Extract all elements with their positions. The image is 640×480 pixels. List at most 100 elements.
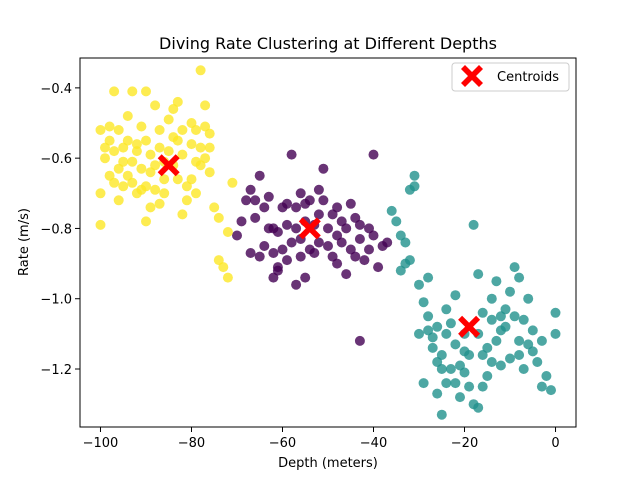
cluster-2-point <box>204 128 215 139</box>
cluster-0-point <box>323 223 333 234</box>
cluster-0-point <box>332 202 343 213</box>
cluster-2-point <box>159 174 170 185</box>
x-tick-label: −80 <box>178 436 205 451</box>
cluster-1-point <box>477 350 488 360</box>
cluster-1-point <box>418 297 429 308</box>
cluster-1-point <box>491 276 502 287</box>
cluster-2-point <box>227 177 238 188</box>
cluster-2-point <box>136 163 147 174</box>
cluster-0-point <box>345 244 356 255</box>
cluster-2-point <box>145 202 156 213</box>
cluster-1-point <box>486 357 497 367</box>
cluster-0-point <box>241 195 252 206</box>
cluster-0-point <box>364 223 374 234</box>
cluster-2-point <box>113 195 124 206</box>
cluster-1-point <box>427 332 438 343</box>
cluster-0-point <box>350 251 361 262</box>
cluster-2-point <box>136 121 147 132</box>
cluster-2-point <box>200 121 211 132</box>
cluster-0-point <box>295 188 306 199</box>
cluster-1-point <box>464 350 475 360</box>
cluster-2-point <box>159 188 170 199</box>
cluster-1-point <box>536 381 547 392</box>
centroid-marker <box>157 154 180 177</box>
cluster-1-point <box>409 170 420 181</box>
cluster-2-point <box>118 156 129 167</box>
cluster-1-point <box>445 364 456 374</box>
cluster-2-point <box>154 142 165 153</box>
cluster-2-point <box>195 65 206 76</box>
cluster-0-point <box>373 262 384 273</box>
cluster-1-point <box>432 321 443 332</box>
legend: Centroids <box>451 62 570 92</box>
cluster-2-point <box>209 202 220 213</box>
cluster-0-point <box>313 237 324 248</box>
cluster-2-point <box>195 160 206 171</box>
cluster-2-point <box>109 177 120 188</box>
cluster-1-point <box>491 335 502 346</box>
cluster-2-point <box>145 149 156 160</box>
x-axis-label: Depth (meters) <box>278 456 378 471</box>
cluster-0-point <box>286 149 297 160</box>
cluster-0-point <box>313 209 324 220</box>
cluster-0-point <box>336 237 347 248</box>
cluster-0-point <box>295 251 306 262</box>
cluster-1-point <box>473 269 484 280</box>
cluster-1-point <box>473 402 484 413</box>
cluster-1-point <box>391 216 402 227</box>
cluster-0-point <box>364 244 374 255</box>
cluster-2-point <box>177 209 188 220</box>
cluster-2-point <box>95 188 106 199</box>
cluster-2-point <box>200 100 211 111</box>
cluster-1-point <box>423 311 434 322</box>
cluster-1-point <box>455 392 465 403</box>
cluster-0-point <box>345 198 356 209</box>
cluster-0-point <box>291 202 302 213</box>
cluster-1-point <box>477 307 488 318</box>
cluster-2-point <box>127 86 138 97</box>
cluster-0-point <box>327 251 338 262</box>
cluster-1-point <box>541 371 552 381</box>
cluster-2-point <box>109 146 120 157</box>
cluster-1-point <box>505 353 515 364</box>
cluster-1-point <box>436 409 447 420</box>
cluster-2-point <box>141 216 151 227</box>
cluster-0-point <box>341 223 352 234</box>
cluster-2-point <box>122 170 133 181</box>
x-tick-label: −60 <box>269 436 296 451</box>
cluster-0-point <box>282 255 292 266</box>
cluster-1-point <box>527 325 538 336</box>
cluster-2-point <box>145 167 156 178</box>
cluster-1-point <box>414 328 424 339</box>
x-axis: −100 −80 −60 −40 −20 0 <box>83 427 560 451</box>
cluster-2-point <box>154 198 165 209</box>
cluster-0-point <box>245 184 256 195</box>
chart-title: Diving Rate Clustering at Different Dept… <box>159 34 497 53</box>
cluster-0-point <box>259 202 270 213</box>
cluster-0-point <box>282 198 292 209</box>
cluster-2-point <box>177 149 188 160</box>
cluster-2-point <box>131 139 142 150</box>
cluster-1-point <box>468 219 479 230</box>
cluster-1-point <box>518 364 529 374</box>
cluster-2-point <box>172 174 183 185</box>
cluster-1-point <box>409 181 420 192</box>
cluster-0-point <box>300 272 311 283</box>
cluster-1-point <box>450 290 461 301</box>
cluster-2-point <box>168 104 179 114</box>
legend-centroid-marker <box>461 65 483 87</box>
y-tick-label: −0.6 <box>40 152 72 167</box>
x-tick-label: −20 <box>451 436 478 451</box>
cluster-1-point <box>514 335 525 346</box>
cluster-0-point <box>259 241 270 251</box>
cluster-1-point <box>550 328 561 339</box>
cluster-2-point <box>141 135 151 146</box>
cluster-1-point <box>386 205 397 216</box>
cluster-1-point <box>495 311 506 322</box>
cluster-1-point <box>482 342 493 353</box>
cluster-2-point <box>222 272 233 283</box>
cluster-2-point <box>104 121 115 132</box>
cluster-1-point <box>495 325 506 336</box>
cluster-1-point <box>518 314 529 325</box>
